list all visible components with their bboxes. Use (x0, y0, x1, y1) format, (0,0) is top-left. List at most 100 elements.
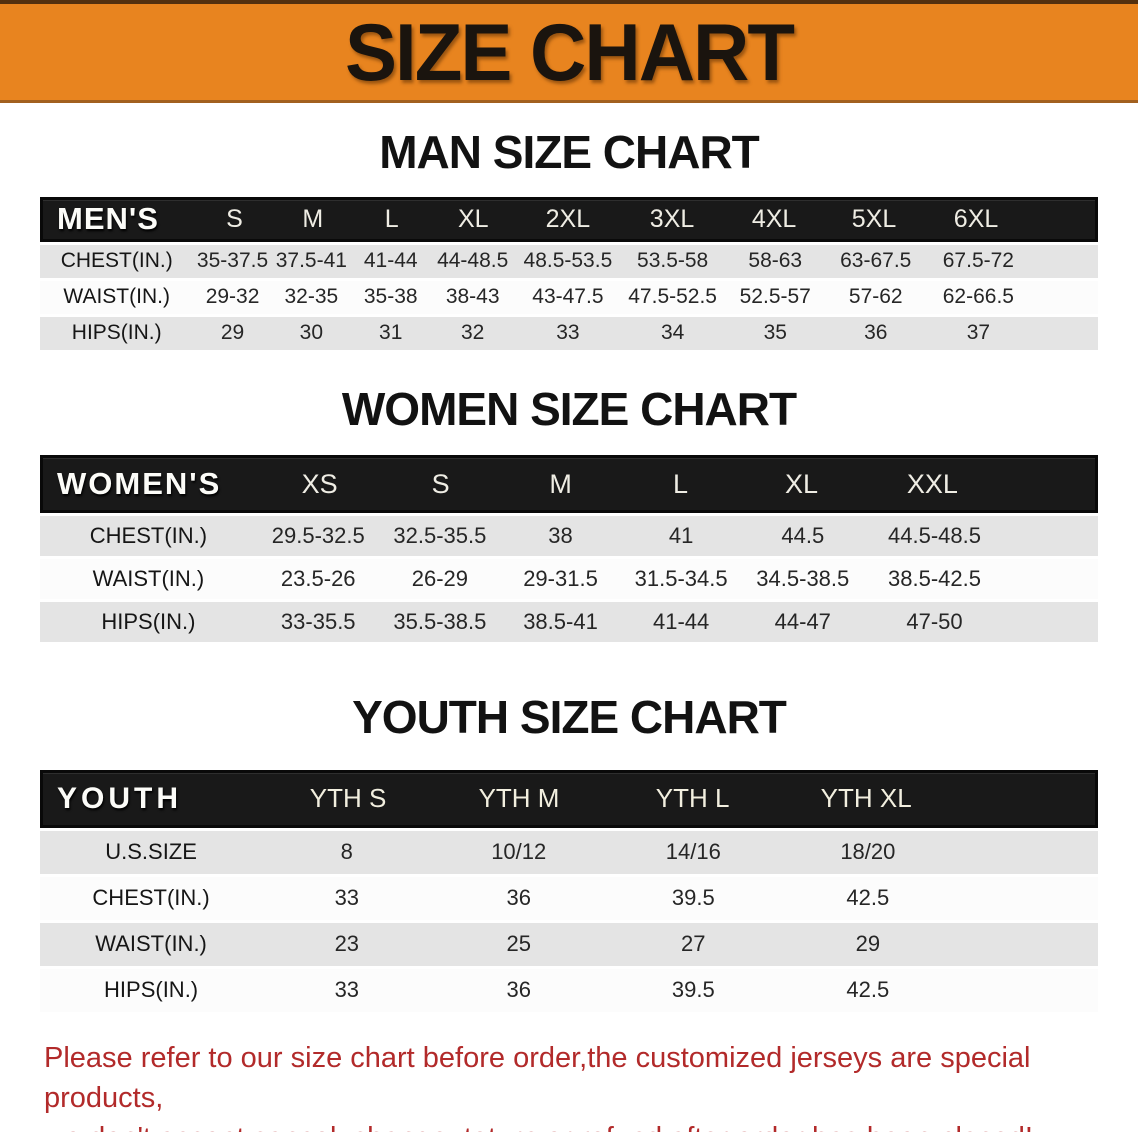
size-column-header: 2XL (545, 204, 591, 233)
size-value-cell: 23.5-26 (280, 566, 356, 592)
size-value-cell: 10/12 (491, 839, 547, 865)
size-column-header: XS (301, 468, 338, 499)
size-value-cell: 53.5-58 (637, 249, 709, 273)
mens-waist-row: WAIST(IN.) 29-32 32-35 35-38 38-43 43-47… (40, 280, 1098, 314)
size-value-cell: 37 (966, 321, 991, 345)
size-value-cell: 35 (763, 321, 787, 345)
row-label: CHEST(IN.) (60, 249, 173, 273)
banner-title: SIZE CHART (345, 6, 795, 98)
size-value-cell: 67.5-72 (942, 249, 1014, 273)
womens-size-table: WOMEN'S XS S M L XL XXL CHEST(IN.) 29.5-… (40, 455, 1098, 643)
size-column-header: 6XL (953, 204, 999, 233)
row-label: HIPS(IN.) (104, 977, 199, 1003)
man-section-heading: MAN SIZE CHART (379, 126, 760, 178)
size-value-cell: 41 (668, 523, 694, 549)
size-value-cell: 35-38 (363, 285, 418, 309)
size-value-cell: 38.5-42.5 (888, 566, 981, 592)
size-value-cell: 44-47 (774, 609, 831, 635)
size-value-cell: 30 (299, 321, 324, 345)
size-value-cell: 52.5-57 (739, 285, 811, 309)
size-value-cell: 33 (334, 885, 360, 911)
youth-hips-row: HIPS(IN.) 33 36 39.5 42.5 (40, 968, 1098, 1012)
size-value-cell: 26-29 (411, 566, 469, 592)
size-value-cell: 33 (556, 321, 580, 345)
mens-header-row: MEN'S S M L XL 2XL 3XL 4XL 5XL 6XL (40, 196, 1098, 242)
row-label: U.S.SIZE (105, 839, 197, 865)
size-value-cell: 18/20 (840, 839, 896, 865)
size-column-header: YTH XL (820, 783, 912, 814)
size-value-cell: 38.5-41 (523, 609, 598, 635)
youth-corner-label: YOUTH (57, 781, 182, 815)
size-column-header: XL (784, 468, 818, 499)
size-value-cell: 57-62 (848, 285, 903, 309)
size-value-cell: 31 (379, 321, 403, 345)
size-value-cell: 48.5-53.5 (523, 249, 613, 273)
size-value-cell: 42.5 (846, 977, 890, 1003)
size-value-cell: 32 (461, 321, 485, 345)
size-value-cell: 44-48.5 (437, 249, 509, 273)
size-value-cell: 29.5-32.5 (271, 523, 365, 549)
youth-header-row: YOUTH YTH S YTH M YTH L YTH XL (40, 769, 1098, 828)
size-value-cell: 63-67.5 (840, 249, 912, 273)
size-value-cell: 44.5 (781, 523, 825, 549)
size-value-cell: 39.5 (671, 885, 715, 911)
size-value-cell: 37.5-41 (275, 249, 347, 273)
size-value-cell: 32-35 (284, 285, 339, 309)
youth-waist-row: WAIST(IN.) 23 25 27 29 (40, 922, 1098, 966)
size-column-header: M (302, 204, 324, 233)
size-value-cell: 29-32 (205, 285, 260, 309)
mens-hips-row: HIPS(IN.) 29 30 31 32 33 34 35 36 37 (40, 316, 1098, 350)
size-value-cell: 31.5-34.5 (634, 566, 728, 592)
size-value-cell: 35.5-38.5 (393, 609, 487, 635)
mens-corner-label: MEN'S (57, 201, 159, 237)
size-column-header: S (226, 204, 243, 233)
size-value-cell: 29 (855, 931, 881, 957)
size-column-header: YTH L (655, 783, 730, 814)
row-label: WAIST(IN.) (92, 566, 205, 592)
size-column-header: S (431, 468, 450, 499)
size-column-header: 3XL (649, 204, 695, 233)
women-section-heading: WOMEN SIZE CHART (341, 382, 797, 435)
size-value-cell: 38 (548, 523, 573, 549)
mens-size-table: MEN'S S M L XL 2XL 3XL 4XL 5XL 6XL CHEST… (40, 196, 1098, 350)
footer-line-1: Please refer to our size chart before or… (44, 1041, 1031, 1114)
size-value-cell: 29-31.5 (523, 566, 598, 592)
womens-waist-row: WAIST(IN.) 23.5-26 26-29 29-31.5 31.5-34… (40, 559, 1098, 600)
youth-ussize-row: U.S.SIZE 8 10/12 14/16 18/20 (40, 830, 1098, 874)
size-value-cell: 36 (864, 321, 888, 345)
size-value-cell: 41-44 (363, 249, 418, 273)
youth-size-table: YOUTH YTH S YTH M YTH L YTH XL U.S.SIZE … (40, 769, 1098, 1012)
size-column-header: L (672, 468, 688, 499)
size-value-cell: 33 (334, 977, 360, 1003)
size-value-cell: 43-47.5 (532, 285, 604, 309)
womens-chest-row: CHEST(IN.) 29.5-32.5 32.5-35.5 38 41 44.… (40, 516, 1098, 557)
row-label: CHEST(IN.) (89, 523, 208, 549)
size-value-cell: 36 (506, 885, 531, 911)
row-label: HIPS(IN.) (71, 321, 162, 345)
womens-corner-label: WOMEN'S (57, 466, 222, 502)
youth-chest-row: CHEST(IN.) 33 36 39.5 42.5 (40, 876, 1098, 920)
size-value-cell: 62-66.5 (942, 285, 1014, 309)
size-value-cell: 27 (681, 931, 706, 957)
size-value-cell: 14/16 (665, 839, 721, 865)
size-column-header: XL (457, 204, 489, 233)
footer-notice: Please refer to our size chart before or… (44, 1038, 1094, 1132)
youth-section-heading: YOUTH SIZE CHART (352, 691, 787, 744)
mens-chest-row: CHEST(IN.) 35-37.5 37.5-41 41-44 44-48.5… (40, 244, 1098, 278)
womens-hips-row: HIPS(IN.) 33-35.5 35.5-38.5 38.5-41 41-4… (40, 602, 1098, 643)
size-column-header: YTH S (309, 783, 387, 814)
size-value-cell: 47-50 (906, 609, 963, 635)
size-value-cell: 35-37.5 (196, 249, 269, 273)
size-value-cell: 25 (506, 931, 531, 957)
size-column-header: 5XL (851, 204, 897, 233)
size-column-header: XXL (906, 468, 958, 499)
size-value-cell: 29 (220, 321, 245, 345)
row-label: CHEST(IN.) (92, 885, 210, 911)
size-column-header: L (384, 204, 399, 233)
size-value-cell: 47.5-52.5 (628, 285, 717, 309)
footer-line-2: we don't accept cancel, change, teturn o… (44, 1118, 1094, 1132)
banner: SIZE CHART (0, 0, 1138, 103)
size-value-cell: 44.5-48.5 (888, 523, 981, 549)
size-value-cell: 23 (334, 931, 360, 957)
